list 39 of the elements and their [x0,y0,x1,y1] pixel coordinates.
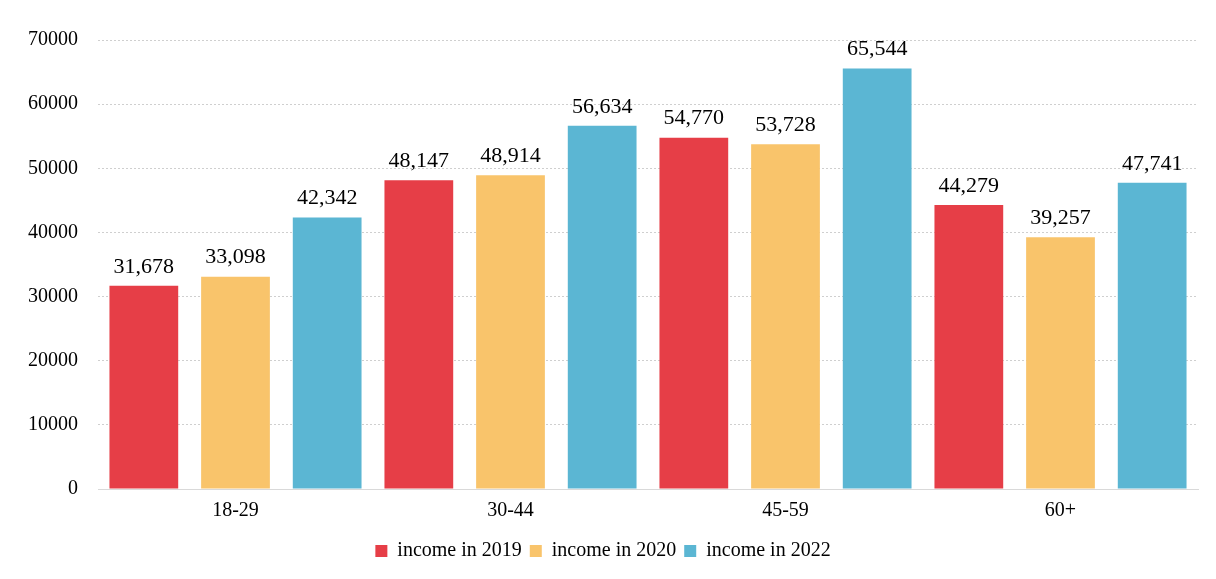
data-label: 48,914 [480,142,541,168]
data-label: 39,257 [1030,203,1091,229]
bar [567,125,637,489]
legend-label: income in 2022 [706,538,831,561]
bar [659,137,729,489]
y-tick-label: 60000 [28,91,78,114]
bar [1026,237,1095,489]
bar [201,276,270,489]
bar [292,217,362,489]
y-tick-label: 10000 [28,412,78,435]
y-tick-label: 0 [68,476,78,499]
y-tick-label: 30000 [28,283,78,306]
bar [751,144,820,489]
bar [384,180,454,489]
legend-label: income in 2019 [397,538,522,561]
data-label: 53,728 [755,111,816,137]
data-label: 54,770 [663,104,725,130]
x-tick-label: 30-44 [487,498,534,521]
bar [1117,182,1187,489]
data-label: 33,098 [205,243,266,269]
data-label: 47,741 [1121,149,1183,175]
data-label: 56,634 [571,92,633,118]
data-label: 65,544 [846,35,908,61]
y-tick-label: 40000 [28,219,78,242]
x-tick-label: 18-29 [212,498,259,521]
data-label: 42,342 [296,184,358,210]
data-label: 31,678 [113,252,175,278]
y-tick-label: 20000 [28,347,78,370]
legend-label: income in 2020 [551,538,677,561]
y-tick-label: 50000 [28,155,78,178]
bar [842,68,912,489]
bar [476,175,545,489]
data-label: 48,147 [388,146,450,172]
y-tick-label: 70000 [28,27,78,50]
bar [109,285,179,489]
data-label: 44,279 [938,171,1000,197]
x-tick-label: 60+ [1044,498,1077,521]
x-tick-label: 45-59 [762,498,809,521]
bar [934,204,1004,489]
